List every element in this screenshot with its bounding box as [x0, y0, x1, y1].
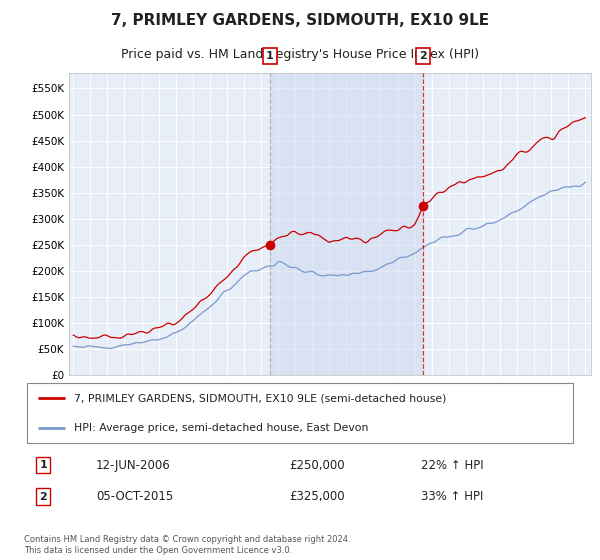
Text: 7, PRIMLEY GARDENS, SIDMOUTH, EX10 9LE (semi-detached house): 7, PRIMLEY GARDENS, SIDMOUTH, EX10 9LE (… — [74, 393, 446, 403]
Text: 2: 2 — [419, 51, 427, 60]
Text: £325,000: £325,000 — [289, 490, 344, 503]
Text: £250,000: £250,000 — [289, 459, 344, 472]
Text: 7, PRIMLEY GARDENS, SIDMOUTH, EX10 9LE: 7, PRIMLEY GARDENS, SIDMOUTH, EX10 9LE — [111, 13, 489, 29]
Text: Contains HM Land Registry data © Crown copyright and database right 2024.
This d: Contains HM Land Registry data © Crown c… — [24, 535, 350, 555]
Text: 05-OCT-2015: 05-OCT-2015 — [96, 490, 173, 503]
Text: HPI: Average price, semi-detached house, East Devon: HPI: Average price, semi-detached house,… — [74, 423, 368, 433]
Text: 12-JUN-2006: 12-JUN-2006 — [96, 459, 170, 472]
Text: Price paid vs. HM Land Registry's House Price Index (HPI): Price paid vs. HM Land Registry's House … — [121, 48, 479, 62]
Bar — [269, 73, 423, 375]
Text: 33% ↑ HPI: 33% ↑ HPI — [421, 490, 484, 503]
Text: 22% ↑ HPI: 22% ↑ HPI — [421, 459, 484, 472]
Text: 2: 2 — [40, 492, 47, 502]
FancyBboxPatch shape — [27, 384, 573, 442]
Text: 1: 1 — [40, 460, 47, 470]
Text: 1: 1 — [266, 51, 274, 60]
